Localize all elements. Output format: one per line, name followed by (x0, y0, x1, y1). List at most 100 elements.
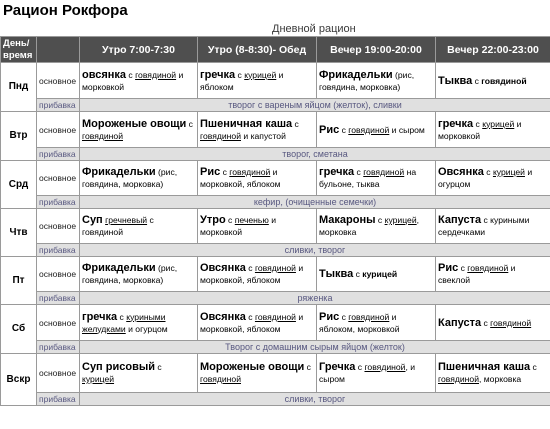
dish-detail: (рис, говядина, морковка) (82, 263, 178, 285)
dish-name: Мороженые овощи (200, 361, 305, 373)
meal-cell: Рис с говядиной и морковкой, яблоком (197, 160, 317, 196)
header-row: День/ время Утро 7:00-7:30 Утро (8-8:30)… (0, 36, 550, 63)
dish-detail: с (375, 215, 385, 225)
dish-detail: говядиной (135, 69, 177, 80)
dish-detail: говядиной (364, 362, 406, 372)
meal-cell: Фрикадельки (рис, говядина, морковка) (316, 62, 436, 99)
addition-label: прибавка (36, 243, 80, 257)
dish-name: Фрикадельки (82, 166, 156, 178)
addition-text: ряженка (79, 291, 550, 305)
dish-detail: и морковкой (82, 69, 184, 92)
day-name: Пт (0, 256, 37, 305)
dish-detail: и яблоком, морковкой (319, 311, 400, 334)
dish-name: гречка (200, 68, 236, 81)
addition-row: прибавка творог с вареным яйцом (желток),… (1, 98, 550, 112)
addition-row: прибавка Творог с домашним сырым яйцом (ж… (1, 340, 550, 354)
dish-detail: говядиной (490, 317, 532, 328)
day-name: Втр (0, 111, 37, 161)
addition-row: прибавка кефир, (очищенные семечки) (1, 195, 550, 209)
meal-cell: Гречка с говядиной, и сыром (316, 353, 436, 393)
addition-text: Творог с домашним сырым яйцом (желток) (79, 340, 550, 354)
addition-label: прибавка (36, 98, 80, 112)
dish-detail: говядиной (481, 75, 527, 86)
header-slot-3: Вечер 19:00-20:00 (316, 36, 436, 63)
dish-name: Пшеничная каша (438, 361, 531, 373)
table-subtitle: Дневной рацион (272, 23, 356, 35)
dish-name: Рис (319, 310, 340, 323)
meal-cell: Пшеничная каша с говядиной, морковка (435, 353, 550, 393)
dish-name: гречка (319, 166, 355, 178)
addition-label: прибавка (36, 147, 80, 161)
dish-detail: курицей (384, 215, 417, 225)
meal-cell: Суп рисовый с курицей (79, 353, 198, 393)
dish-detail: говядиной (438, 374, 479, 384)
addition-label: прибавка (36, 340, 80, 354)
dish-name: Утро (200, 214, 226, 226)
day-name: Чтв (0, 208, 37, 257)
meal-cell: Утро с печенью и морковкой (197, 208, 317, 244)
dish-name: Рис (319, 123, 340, 136)
dish-detail: с (473, 118, 483, 129)
dish-detail: с (339, 124, 349, 135)
dish-detail: говядиной (200, 130, 241, 141)
dish-detail: говядиной (254, 263, 296, 273)
dish-detail: и капустой (241, 130, 286, 141)
meal-cell: овсянка с говядиной и морковкой (79, 62, 198, 99)
day-name: Вскр (0, 353, 37, 406)
meal-cell: гречка с говядиной на бульоне, тыква (316, 160, 436, 196)
dish-detail: и морковкой, яблоком (200, 167, 281, 189)
dish-detail: и яблоком (200, 69, 284, 92)
addition-row: прибавка сливки, творог (1, 243, 550, 257)
day-row: Сб основное гречка с куриными желудками и … (0, 304, 550, 354)
dish-detail: с (353, 269, 363, 279)
main-label: основное (36, 62, 80, 99)
dish-detail: и огурцом (438, 167, 533, 189)
main-label: основное (36, 256, 80, 292)
main-label: основное (36, 160, 80, 196)
dish-detail: говядиной (200, 374, 241, 384)
day-row: Втр основное Мороженые овощи с говядиной Пш… (0, 111, 550, 161)
addition-label: прибавка (36, 291, 80, 305)
day-name: Сб (0, 304, 37, 354)
dish-detail: курицей (244, 69, 277, 80)
meal-cell: Капуста с куриными сердечками (435, 208, 550, 244)
dish-name: Капуста (438, 214, 482, 226)
dish-name: Овсянка (200, 262, 246, 274)
header-slot-1: Утро 7:00-7:30 (79, 36, 198, 63)
header-corner-time: время (3, 49, 33, 61)
meal-cell: Рис с говядиной и яблоком, морковкой (316, 304, 436, 341)
dish-name: Суп (82, 214, 103, 226)
dish-name: Гречка (319, 361, 356, 373)
day-row: Пнд основное овсянка с говядиной и морковк… (0, 62, 550, 112)
main-label: основное (36, 208, 80, 244)
main-label: основное (36, 111, 80, 148)
dish-detail: и морковкой, яблоком (200, 311, 304, 334)
dish-name: Тыква (319, 268, 354, 280)
day-name: Пнд (0, 62, 37, 112)
dish-detail: и сыром (389, 124, 425, 135)
dish-detail: гречневый (105, 215, 148, 225)
dish-detail: говядиной (348, 124, 390, 135)
addition-text: сливки, творог (79, 392, 550, 406)
meal-cell: Макароны с курицей, морковка (316, 208, 436, 244)
header-spacer (36, 36, 80, 63)
dish-detail: курицей (362, 269, 398, 279)
dish-detail: печенью (234, 215, 269, 225)
meal-cell: Овсянка с говядиной и морковкой, яблоком (197, 256, 317, 292)
day-row: Пт основное Фрикадельки (рис, говядина, мо… (0, 256, 550, 305)
meal-cell: Тыква с курицей (316, 256, 436, 292)
dish-detail: и морковкой (200, 215, 277, 237)
meal-cell: Рис с говядиной и сыром (316, 111, 436, 148)
header-slot-4: Вечер 22:00-23:00 (435, 36, 550, 63)
dish-name: Овсянка (438, 166, 484, 178)
meal-cell: Овсянка с говядиной и морковкой, яблоком (197, 304, 317, 341)
header-corner: День/ время (0, 36, 37, 63)
main-label: основное (36, 353, 80, 393)
meal-cell: Овсянка с курицей и огурцом (435, 160, 550, 196)
diet-table: День/ время Утро 7:00-7:30 Утро (8-8:30)… (0, 36, 550, 406)
dish-detail: (рис, говядина, морковка) (319, 69, 415, 92)
addition-row: прибавка творог, сметана (1, 147, 550, 161)
header-slot-2: Утро (8-8:30)- Обед (197, 36, 317, 63)
addition-text: кефир, (очищенные семечки) (79, 195, 550, 209)
dish-detail: с (186, 118, 193, 129)
